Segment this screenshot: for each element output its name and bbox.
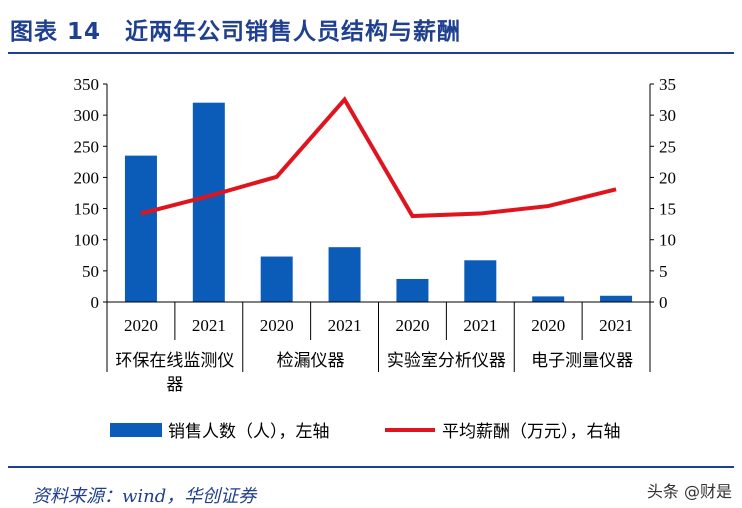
right-tick-label: 25 xyxy=(659,137,676,156)
category-label: 2020 xyxy=(260,316,294,335)
right-tick-label: 0 xyxy=(659,293,668,312)
group-label: 电子测量仪器 xyxy=(531,351,633,370)
left-tick-label: 300 xyxy=(74,106,100,125)
left-tick-label: 100 xyxy=(74,231,100,250)
category-label: 2021 xyxy=(328,316,362,335)
right-tick-label: 5 xyxy=(659,262,668,281)
right-tick-label: 35 xyxy=(659,75,676,94)
right-tick-label: 15 xyxy=(659,200,676,219)
group-label-wrap: 器 xyxy=(166,375,183,394)
group-label: 环保在线监测仪 xyxy=(115,351,234,370)
left-tick-label: 150 xyxy=(74,200,100,219)
right-tick-label: 30 xyxy=(659,106,676,125)
right-tick-label: 10 xyxy=(659,231,676,250)
group-label: 实验室分析仪器 xyxy=(387,351,506,370)
category-label: 2021 xyxy=(192,316,226,335)
bar xyxy=(600,296,632,302)
legend-bar-label: 销售人数（人），左轴 xyxy=(168,422,330,441)
watermark: 头条 @财是 xyxy=(647,478,732,502)
category-label: 2020 xyxy=(124,316,158,335)
legend-bar-swatch xyxy=(110,423,162,437)
category-label: 2020 xyxy=(531,316,565,335)
right-tick-label: 20 xyxy=(659,168,676,187)
bar xyxy=(125,156,157,302)
bar xyxy=(532,296,564,302)
source-note: 资料来源：wind，华创证券 xyxy=(32,482,256,508)
chart: 0 50 100 150 200 250 300 350 0 5 10 15 20 25 30 35 2020 2… xyxy=(0,0,742,460)
category-label: 2021 xyxy=(463,316,497,335)
bar xyxy=(261,257,293,302)
bar xyxy=(193,103,225,302)
legend-line-label: 平均薪酬（万元），右轴 xyxy=(442,422,621,441)
left-tick-label: 250 xyxy=(74,137,100,156)
left-tick-label: 200 xyxy=(74,168,100,187)
group-label: 检漏仪器 xyxy=(277,351,345,370)
left-tick-label: 50 xyxy=(82,262,99,281)
category-label: 2021 xyxy=(599,316,633,335)
category-label: 2020 xyxy=(395,316,429,335)
footer-divider xyxy=(8,466,734,468)
bar xyxy=(329,247,361,302)
left-tick-label: 0 xyxy=(91,293,100,312)
bar xyxy=(396,279,428,302)
bar xyxy=(464,260,496,302)
left-tick-label: 350 xyxy=(74,75,100,94)
